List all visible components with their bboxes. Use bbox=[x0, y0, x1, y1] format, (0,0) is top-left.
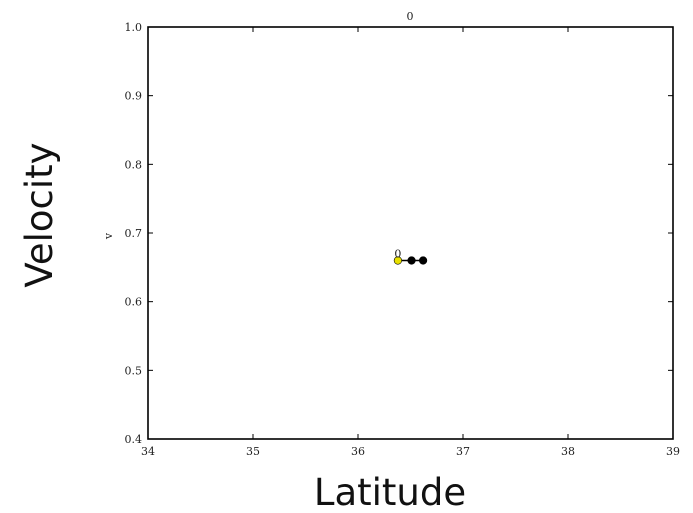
x-axis-ticks: 34 35 36 37 38 39 bbox=[141, 27, 680, 458]
data-point bbox=[393, 256, 403, 265]
chart-title: 0 bbox=[407, 10, 414, 23]
x-tick-label: 38 bbox=[561, 445, 575, 458]
x-tick-label: 37 bbox=[456, 445, 470, 458]
y-tick-label: 0.6 bbox=[125, 296, 143, 309]
x-tick-label: 39 bbox=[666, 445, 680, 458]
data-series: 0 bbox=[393, 247, 428, 265]
y-tick-label: 0.4 bbox=[125, 433, 143, 446]
y-tick-label: 0.7 bbox=[125, 227, 143, 240]
x-axis-label: Latitude bbox=[314, 471, 466, 513]
y-axis-ticks: 0.4 0.5 0.6 0.7 0.8 0.9 1.0 bbox=[125, 21, 673, 446]
y-tick-label: 0.9 bbox=[125, 90, 143, 103]
y-tick-label: 0.5 bbox=[125, 364, 143, 377]
y-tick-label: 1.0 bbox=[125, 21, 143, 34]
y-tick-label: 0.8 bbox=[125, 158, 143, 171]
data-point bbox=[407, 256, 416, 265]
x-tick-label: 35 bbox=[246, 445, 260, 458]
x-tick-label: 34 bbox=[141, 445, 155, 458]
point-annotation: 0 bbox=[394, 247, 401, 260]
inner-y-axis-label: v bbox=[102, 232, 115, 240]
y-axis-label: Velocity bbox=[18, 142, 61, 287]
plot-area bbox=[147, 26, 674, 440]
data-point bbox=[419, 256, 428, 265]
x-tick-label: 36 bbox=[351, 445, 365, 458]
